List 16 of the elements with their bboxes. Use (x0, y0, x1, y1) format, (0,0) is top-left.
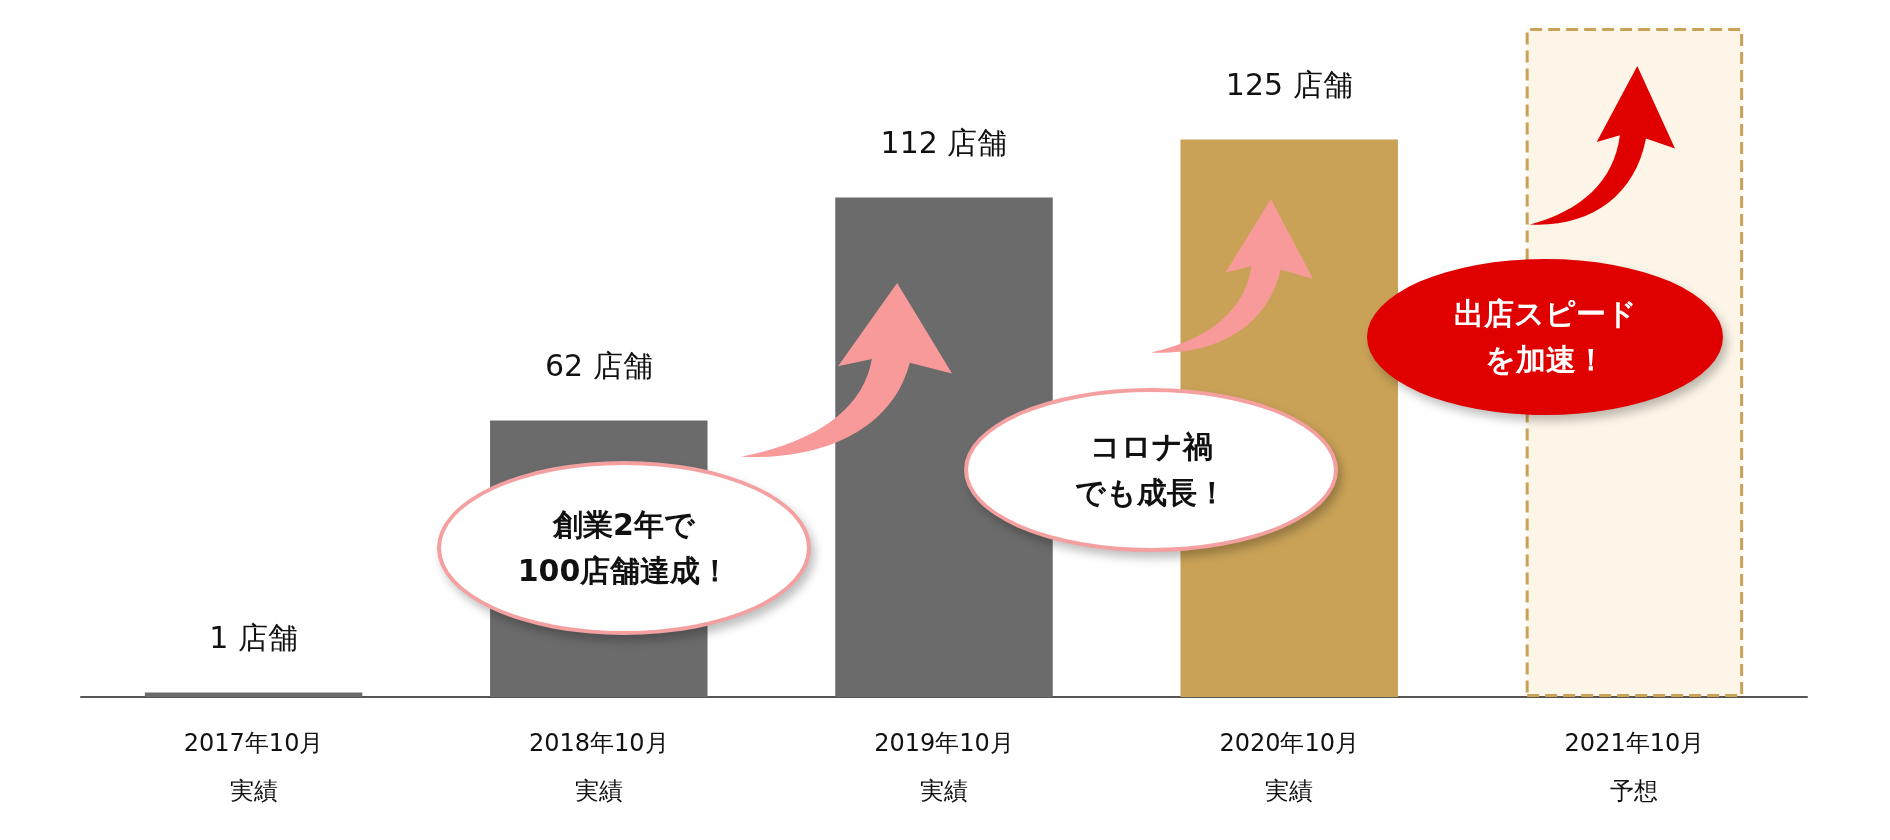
x-tick-label: 2019年10月実績 (874, 729, 1014, 805)
annotation: 出店スピード (1453, 295, 1637, 333)
data-label: 62 店舗 (544, 347, 653, 383)
speech-bubble: 創業2年で 100店舗達成！ (437, 461, 811, 635)
data-label: 125 店舗 (1225, 67, 1353, 102)
annotation: を加速！ (1483, 341, 1607, 379)
x-tick-label: 2017年10月実績 (183, 729, 324, 805)
annotation: コロナ禍 (1088, 428, 1214, 466)
annotation: でも成長！ (1075, 474, 1227, 512)
x-tick-label: 2018年10月実績 (528, 729, 669, 805)
data-label: 112 店舗 (880, 124, 1008, 160)
x-tick-label: 2021年10月予想 (1564, 729, 1705, 805)
annotation: 創業2年で (552, 506, 696, 544)
x-tick-label: 2020年10月実績 (1219, 729, 1360, 805)
annotation: 100店舗達成！ (517, 552, 731, 590)
data-label: 1 店舗 (209, 620, 298, 656)
